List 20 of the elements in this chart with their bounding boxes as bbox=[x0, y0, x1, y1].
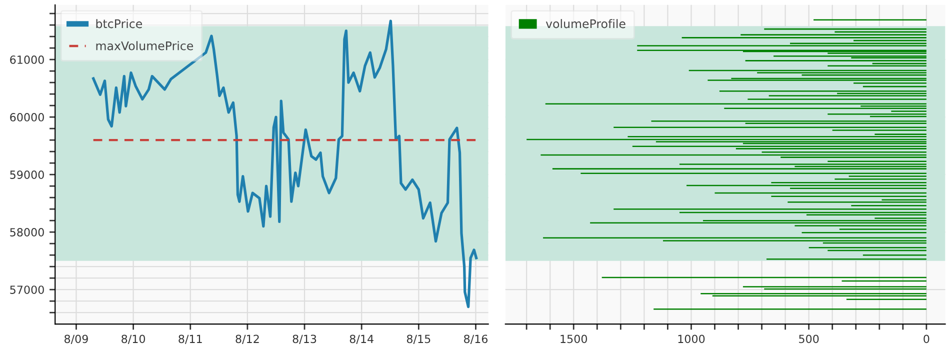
legend-label: btcPrice bbox=[96, 19, 142, 28]
x-tick-label: 500 bbox=[799, 334, 819, 344]
y-tick-label: 58000 bbox=[10, 228, 44, 236]
x-tick-label: 1500 bbox=[560, 334, 588, 344]
y-tick-label: 57000 bbox=[10, 286, 44, 294]
y-tick-label: 61000 bbox=[10, 56, 44, 64]
x-tick-label: 8/13 bbox=[292, 334, 316, 344]
x-tick-label: 0 bbox=[924, 334, 930, 344]
legend-label: maxVolumePrice bbox=[96, 41, 194, 50]
x-tick-label: 8/11 bbox=[178, 334, 202, 344]
x-tick-label: 8/15 bbox=[406, 334, 430, 344]
x-tick-label: 8/12 bbox=[236, 334, 259, 344]
x-tick-label: 8/09 bbox=[64, 334, 88, 344]
x-tick-label: 8/14 bbox=[350, 334, 374, 344]
x-tick-label: 8/10 bbox=[122, 334, 146, 344]
x-tick-label: 8/16 bbox=[464, 334, 488, 344]
x-tick-label: 1000 bbox=[678, 334, 705, 344]
y-tick-label: 60000 bbox=[10, 113, 44, 122]
y-tick-label: 59000 bbox=[10, 170, 44, 179]
legend-label: volumeProfile bbox=[546, 19, 626, 28]
